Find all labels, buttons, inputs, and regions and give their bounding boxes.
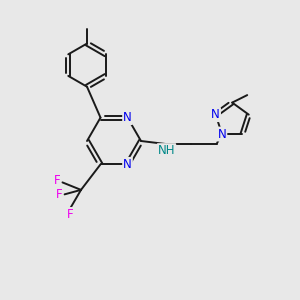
Text: N: N <box>218 128 226 141</box>
Text: N: N <box>211 108 220 121</box>
Text: F: F <box>67 208 74 221</box>
Text: F: F <box>56 188 62 201</box>
Text: F: F <box>54 174 60 188</box>
Text: NH: NH <box>158 144 175 157</box>
Text: N: N <box>123 111 132 124</box>
Text: N: N <box>123 158 132 171</box>
